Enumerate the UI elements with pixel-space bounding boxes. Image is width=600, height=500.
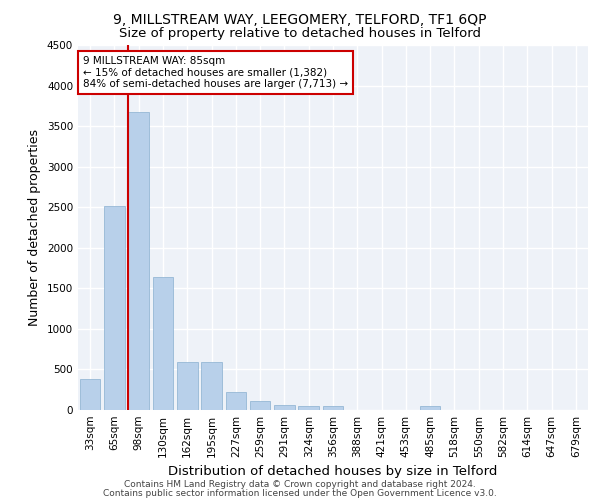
Bar xyxy=(177,362,197,410)
Bar xyxy=(420,406,440,410)
Text: Contains HM Land Registry data © Crown copyright and database right 2024.: Contains HM Land Registry data © Crown c… xyxy=(124,480,476,489)
Bar xyxy=(104,206,125,410)
Bar xyxy=(250,402,271,410)
Bar xyxy=(323,406,343,410)
Bar xyxy=(80,379,100,410)
Bar xyxy=(226,392,246,410)
Text: Size of property relative to detached houses in Telford: Size of property relative to detached ho… xyxy=(119,28,481,40)
Bar xyxy=(128,112,149,410)
Text: 9 MILLSTREAM WAY: 85sqm
← 15% of detached houses are smaller (1,382)
84% of semi: 9 MILLSTREAM WAY: 85sqm ← 15% of detache… xyxy=(83,56,348,89)
Text: 9, MILLSTREAM WAY, LEEGOMERY, TELFORD, TF1 6QP: 9, MILLSTREAM WAY, LEEGOMERY, TELFORD, T… xyxy=(113,12,487,26)
Bar xyxy=(201,362,222,410)
Bar xyxy=(298,406,319,410)
Bar xyxy=(152,277,173,410)
Text: Contains public sector information licensed under the Open Government Licence v3: Contains public sector information licen… xyxy=(103,488,497,498)
Bar xyxy=(274,405,295,410)
X-axis label: Distribution of detached houses by size in Telford: Distribution of detached houses by size … xyxy=(169,466,497,478)
Y-axis label: Number of detached properties: Number of detached properties xyxy=(28,129,41,326)
